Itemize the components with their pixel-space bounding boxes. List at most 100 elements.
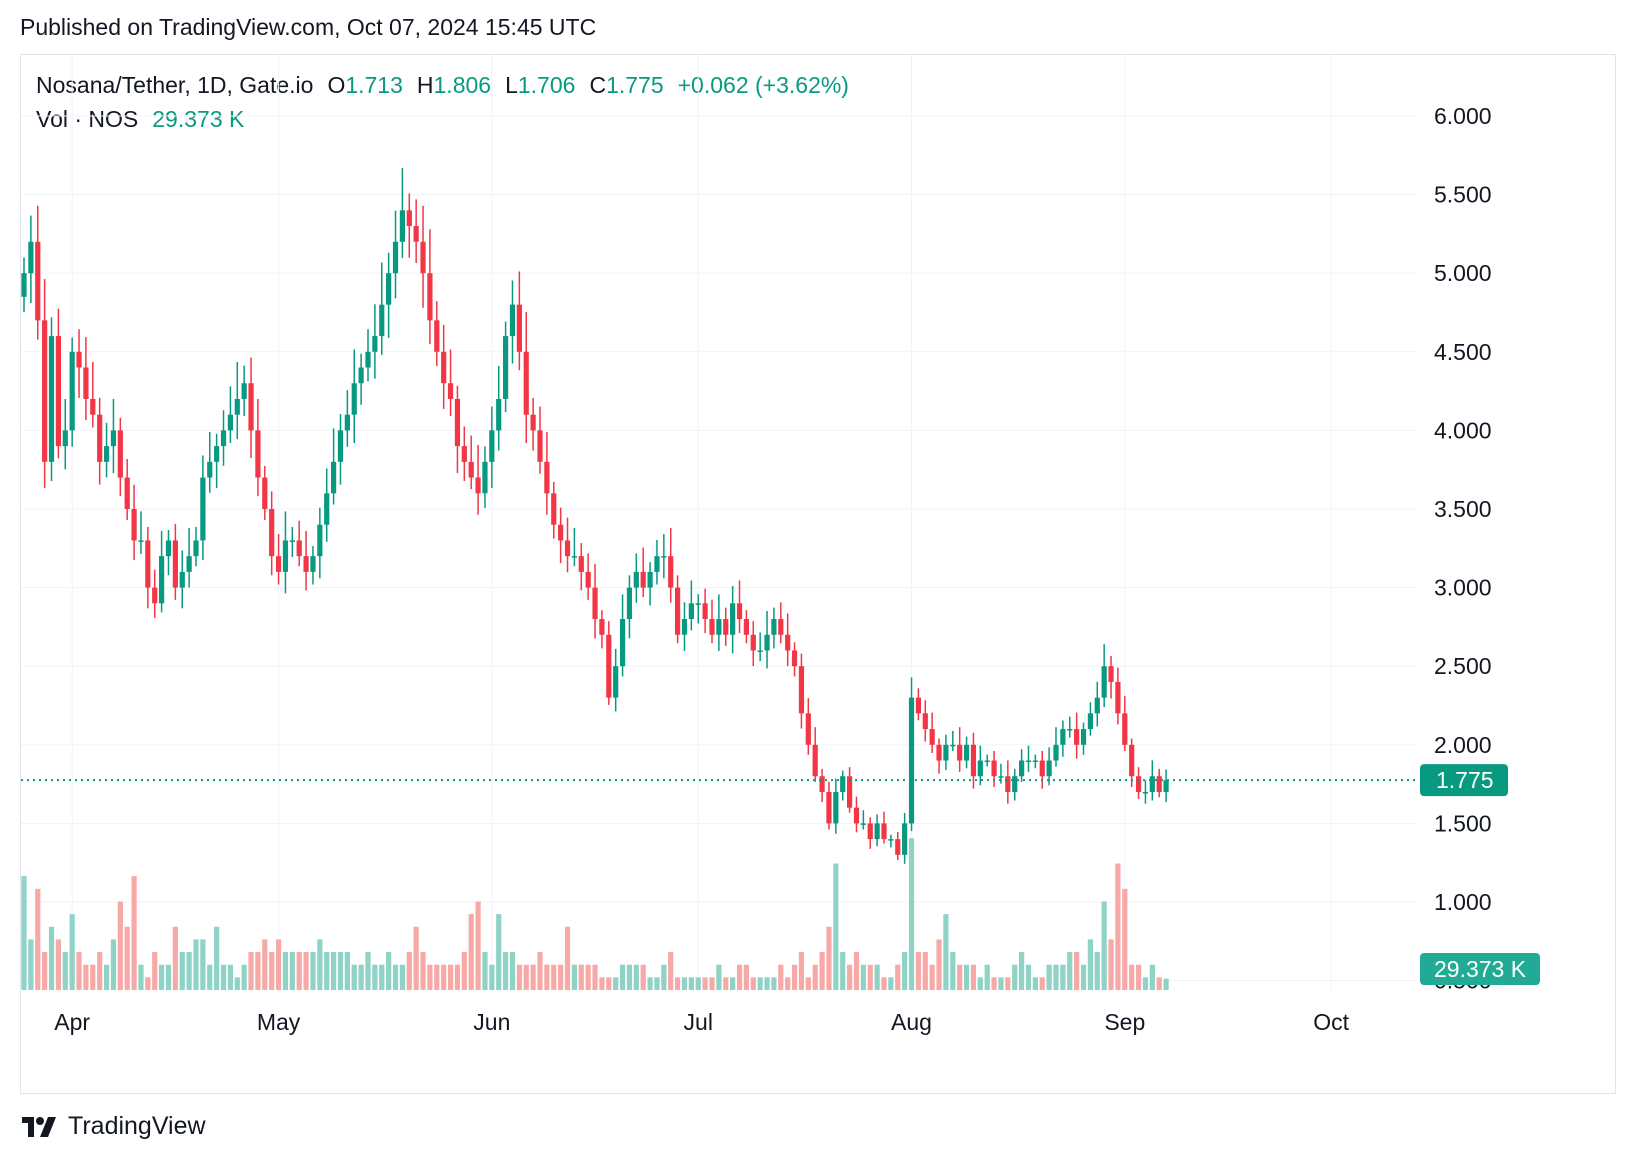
candle-body xyxy=(764,634,770,651)
candle-body xyxy=(826,791,832,824)
candle xyxy=(468,435,474,490)
candle-body xyxy=(55,336,61,447)
candle xyxy=(269,491,275,576)
candle-body xyxy=(1080,729,1087,745)
candle xyxy=(1149,760,1155,801)
volume-bar xyxy=(344,952,350,990)
candle-body xyxy=(736,603,743,620)
volume-bars xyxy=(21,838,1169,990)
volume-bar xyxy=(619,964,626,990)
symbol-label[interactable]: Nosana/Tether, 1D, Gate.io xyxy=(36,72,314,98)
candle xyxy=(840,770,846,801)
candle xyxy=(489,406,495,489)
candle xyxy=(791,642,798,677)
candle-body xyxy=(28,241,34,274)
candle xyxy=(571,527,577,567)
volume-bar xyxy=(826,926,832,990)
candle-body xyxy=(97,414,103,462)
volume-bar xyxy=(1101,901,1107,990)
candle xyxy=(358,353,364,405)
candle-body xyxy=(1108,666,1114,682)
candle-body xyxy=(874,823,880,840)
candle xyxy=(537,406,543,474)
candle xyxy=(915,688,921,721)
candle xyxy=(812,727,818,782)
change-value: +0.062 (+3.62%) xyxy=(677,72,849,98)
candle xyxy=(619,594,626,677)
candle xyxy=(963,736,970,769)
candle xyxy=(977,745,983,786)
volume-label[interactable]: Vol · NOS xyxy=(36,106,139,132)
candle xyxy=(296,520,302,567)
chart-frame[interactable] xyxy=(20,54,1616,1094)
volume-bar xyxy=(585,964,591,990)
candle-body xyxy=(1012,776,1018,792)
open-label: O xyxy=(327,72,346,98)
volume-bar xyxy=(241,964,247,990)
candle xyxy=(310,546,316,585)
candle-body xyxy=(1142,791,1149,794)
volume-bar xyxy=(1046,964,1052,990)
candle xyxy=(1046,747,1052,786)
volume-bar xyxy=(62,952,68,990)
volume-bar xyxy=(124,926,130,990)
volume-bar xyxy=(97,952,103,990)
candle xyxy=(654,540,660,585)
candle xyxy=(69,337,75,447)
candle xyxy=(681,602,688,651)
volume-bar xyxy=(1156,977,1162,990)
candle xyxy=(895,832,901,861)
volume-bar xyxy=(902,952,908,990)
volume-bar xyxy=(716,964,722,990)
candle xyxy=(434,301,440,366)
volume-bar xyxy=(324,952,330,990)
volume-bar xyxy=(35,888,41,990)
candle xyxy=(420,205,426,308)
candle-body xyxy=(468,461,474,478)
candle-body xyxy=(957,744,963,761)
volume-bar xyxy=(131,876,137,990)
candle-body xyxy=(778,619,784,635)
volume-bar xyxy=(337,952,344,990)
candle xyxy=(991,750,997,787)
candle-body xyxy=(145,540,151,588)
candle-body xyxy=(152,587,158,604)
candle xyxy=(1129,738,1135,787)
volume-bar xyxy=(42,952,48,990)
candle-body xyxy=(750,634,756,651)
candle-body xyxy=(241,383,247,399)
volume-bar xyxy=(943,914,949,990)
candle xyxy=(647,562,653,606)
volume-bar xyxy=(496,914,502,990)
candle xyxy=(1142,780,1149,804)
candle-body xyxy=(716,619,722,635)
footer-brand[interactable]: TradingView xyxy=(20,1112,206,1141)
volume-bar xyxy=(90,964,96,990)
volume-bar xyxy=(110,939,117,990)
close-value: 1.775 xyxy=(606,72,664,98)
candle-body xyxy=(48,336,55,462)
candle xyxy=(544,431,550,515)
volume-bar xyxy=(282,952,289,990)
candle-body xyxy=(62,430,68,447)
volume-bar xyxy=(606,977,612,990)
candle-body xyxy=(262,477,268,509)
candle-body xyxy=(723,619,729,635)
price-axis[interactable]: 6.000 5.500 5.000 4.500 4.000 3.500 3.000 2.500… xyxy=(1434,103,1492,994)
candle xyxy=(131,484,137,561)
candle-body xyxy=(1122,713,1128,745)
candle xyxy=(902,813,908,864)
volume-bar xyxy=(963,964,970,990)
candle xyxy=(1135,767,1142,799)
candle-body xyxy=(1135,776,1142,792)
candle-body xyxy=(220,430,227,447)
time-axis[interactable]: Apr May Jun Jul Aug Sep Oct xyxy=(54,1009,1349,1035)
candle xyxy=(592,564,598,639)
candle xyxy=(62,398,68,470)
candle xyxy=(275,534,282,585)
volume-bar xyxy=(957,964,963,990)
close-label: C xyxy=(589,72,607,98)
volume-bar xyxy=(723,977,729,990)
candle-body xyxy=(441,351,447,384)
